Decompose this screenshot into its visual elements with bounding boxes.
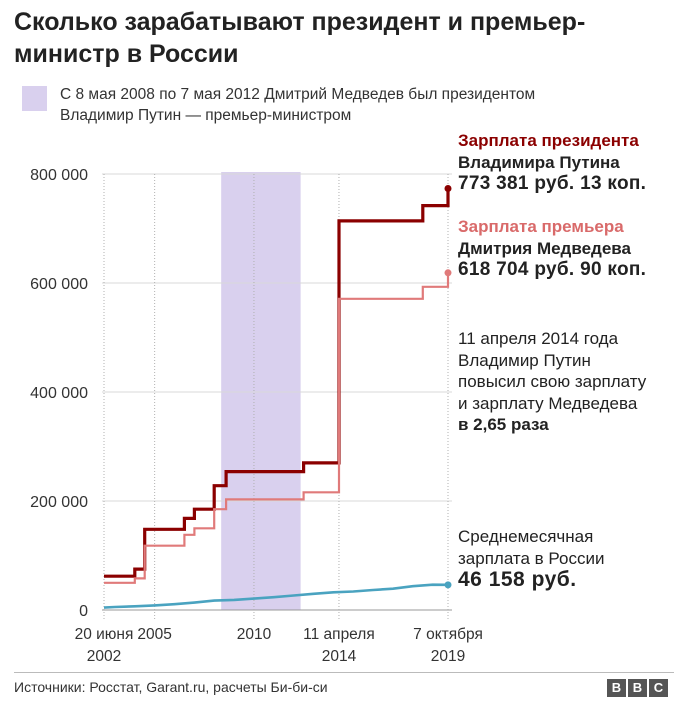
x-tick-label: 7 октября: [413, 626, 483, 643]
president-note-value: 773 381 руб. 13 коп.: [458, 173, 647, 194]
raise-note-line2: Владимир Путин: [458, 350, 591, 370]
x-tick-label: 11 апреля: [303, 626, 375, 643]
band-swatch: [22, 86, 47, 111]
average-note: Среднемесячная зарплата в России 46 158 …: [458, 526, 604, 591]
y-tick-label: 800 000: [30, 167, 88, 184]
x-tick-label: 20 июня: [75, 626, 134, 643]
x-tick-label-year: 2019: [431, 648, 465, 665]
bbc-logo-b2: B: [628, 679, 647, 697]
premier-endpoint: [444, 269, 452, 277]
average-series-line: [103, 583, 449, 609]
raise-note-line4: и зарплату Медведева: [458, 393, 638, 413]
average-note-line1: Среднемесячная: [458, 527, 594, 546]
y-tick-label: 600 000: [30, 276, 88, 293]
premier-note-line2: Дмитрия Медведева: [458, 238, 631, 258]
legend: С 8 мая 2008 по 7 мая 2012 Дмитрий Медве…: [22, 84, 662, 128]
y-tick-label: 400 000: [30, 385, 88, 402]
x-tick-label: 2005: [137, 626, 171, 643]
x-tick-label-year: 2002: [87, 648, 121, 665]
premier-note-value: 618 704 руб. 90 коп.: [458, 259, 647, 280]
average-note-value: 46 158 руб.: [458, 568, 577, 591]
average-note-line2: зарплата в России: [458, 548, 605, 568]
footer-divider: [14, 672, 674, 673]
premier-note-line1: Зарплата премьера: [458, 217, 624, 236]
y-tick-label: 0: [79, 603, 88, 620]
bbc-logo-b1: B: [607, 679, 626, 697]
president-endpoint: [444, 185, 452, 193]
legend-line-2: Владимир Путин — премьер-министром: [60, 107, 352, 124]
bbc-logo: B B C: [607, 679, 668, 697]
chart-title: Сколько зарабатывают президент и премьер…: [14, 8, 586, 68]
source-text: Источники: Росстат, Garant.ru, расчеты Б…: [14, 679, 328, 695]
raise-note-line1: 11 апреля 2014 года: [458, 329, 619, 348]
legend-line-1: С 8 мая 2008 по 7 мая 2012 Дмитрий Медве…: [60, 86, 536, 103]
premier-series-line: [104, 272, 450, 584]
raise-note: 11 апреля 2014 года Владимир Путин повыс…: [458, 328, 646, 436]
president-note-line1: Зарплата президента: [458, 131, 639, 150]
average-endpoint: [444, 581, 452, 589]
medvedev-presidency-band: [221, 172, 301, 610]
premier-note: Зарплата премьера Дмитрия Медведева 618 …: [458, 216, 646, 281]
raise-note-line3: повысил свою зарплату: [458, 372, 647, 391]
x-tick-label: 2010: [237, 626, 272, 643]
legend-text: С 8 мая 2008 по 7 мая 2012 Дмитрий Медве…: [60, 84, 535, 126]
x-tick-label-year: 2014: [322, 648, 357, 665]
bbc-logo-c: C: [649, 679, 668, 697]
president-note-line2: Владимира Путина: [458, 152, 620, 172]
president-note: Зарплата президента Владимира Путина 773…: [458, 130, 646, 195]
y-tick-label: 200 000: [30, 494, 88, 511]
raise-note-line5: в 2,65 раза: [458, 415, 549, 434]
